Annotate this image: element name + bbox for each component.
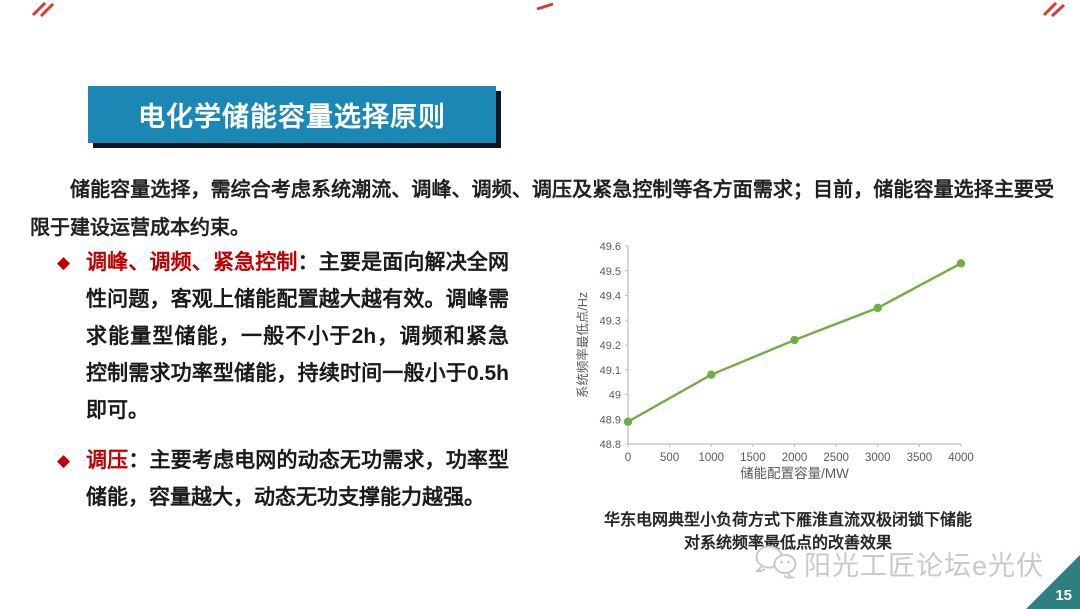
- y-tick-label: 48.9: [600, 414, 621, 426]
- data-point-marker: [707, 370, 716, 379]
- bullet-text: 调压：主要考虑电网的动态无功需求，功率型储能，容量越大，动态无功支撑能力越强。: [86, 442, 509, 516]
- y-tick-label: 49.5: [600, 266, 621, 278]
- chart-axes: [627, 246, 961, 445]
- page-number: 15: [1055, 587, 1072, 604]
- y-tick-label: 49.4: [600, 291, 621, 303]
- bullet-colon: ：: [128, 449, 150, 472]
- y-tick-label: 48.8: [600, 439, 621, 451]
- bullet-body: 主要考虑电网的动态无功需求，功率型储能，容量越大，动态无功支撑能力越强。: [86, 449, 510, 509]
- frequency-improvement-line-chart: 48.8 48.9 49 49.1 49.2 49.3 49.4 49.5 49.6 0 500 10…: [575, 241, 974, 481]
- x-tick-label: 3500: [907, 452, 933, 464]
- data-point-marker: [790, 335, 799, 345]
- list-item: ◆ 调压：主要考虑电网的动态无功需求，功率型储能，容量越大，动态无功支撑能力越强…: [57, 442, 509, 516]
- page-title: 电化学储能容量选择原则: [138, 102, 446, 132]
- data-point-marker: [956, 259, 966, 268]
- intro-paragraph: 储能容量选择，需综合考虑系统潮流、调峰、调频、调压及紧急控制等各方面需求；目前，…: [30, 179, 1054, 239]
- x-axis-label: 储能配置容量/MW: [740, 465, 849, 481]
- y-tick-label: 49.2: [600, 340, 621, 352]
- x-tick-label: 2000: [782, 452, 808, 464]
- x-tick-label: 1500: [740, 452, 766, 464]
- bullet-list: ◆ 调峰、调频、紧急控制：主要是面向解决全网性问题，客观上储能配置越大越有效。调…: [57, 244, 509, 529]
- y-tick-label: 49.1: [600, 365, 621, 377]
- watermark: 阳光工匠论坛e光伏: [754, 542, 1044, 584]
- diamond-bullet-icon: ◆: [57, 451, 71, 470]
- bullet-lead: 调压: [86, 449, 129, 472]
- chart-caption-line1: 华东电网典型小负荷方式下雁淮直流双极闭锁下储能: [603, 512, 972, 529]
- watermark-text: 阳光工匠论坛e光伏: [804, 550, 1045, 581]
- corner-triangle: [1026, 555, 1080, 609]
- x-tick-label: 500: [660, 452, 679, 464]
- annotation-mark-icon: [536, 2, 554, 11]
- chart-caption: 华东电网典型小负荷方式下雁淮直流双极闭锁下储能 对系统频率最低点的改善效果: [578, 509, 998, 555]
- x-tick-label: 4000: [948, 452, 974, 464]
- x-tick-label: 2500: [823, 452, 849, 464]
- x-tick-label: 3000: [865, 452, 891, 464]
- chat-bubbles-logo-icon: [755, 545, 797, 579]
- bullet-colon: ：: [297, 251, 319, 274]
- y-tick-label: 49.3: [600, 315, 621, 327]
- x-tick-label: 1000: [698, 452, 724, 464]
- y-axis-label: 系统频率最低点/Hz: [575, 292, 590, 398]
- bullet-text: 调峰、调频、紧急控制：主要是面向解决全网性问题，客观上储能配置越大越有效。调峰需…: [86, 244, 509, 429]
- red-annotation-marks: [31, 1, 1066, 18]
- annotation-mark-icon: [1050, 3, 1066, 18]
- chart-caption-line2: 对系统频率最低点的改善效果: [683, 535, 892, 552]
- title-banner: 电化学储能容量选择原则: [88, 86, 496, 143]
- data-point-marker: [873, 303, 882, 313]
- list-item: ◆ 调峰、调频、紧急控制：主要是面向解决全网性问题，客观上储能配置越大越有效。调…: [57, 244, 509, 429]
- x-tick-label: 0: [625, 452, 631, 464]
- annotation-mark-icon: [39, 2, 55, 18]
- annotation-mark-icon: [1042, 1, 1058, 17]
- bullet-body: 主要是面向解决全网性问题，客观上储能配置越大越有效。调峰需求能量型储能，一般不小…: [86, 251, 510, 422]
- bullet-lead: 调峰、调频、紧急控制: [86, 251, 298, 274]
- y-tick-label: 49: [609, 390, 621, 402]
- diamond-bullet-icon: ◆: [57, 253, 71, 272]
- data-point-marker: [623, 417, 633, 426]
- y-tick-label: 49.6: [600, 241, 621, 253]
- annotation-mark-icon: [31, 1, 47, 17]
